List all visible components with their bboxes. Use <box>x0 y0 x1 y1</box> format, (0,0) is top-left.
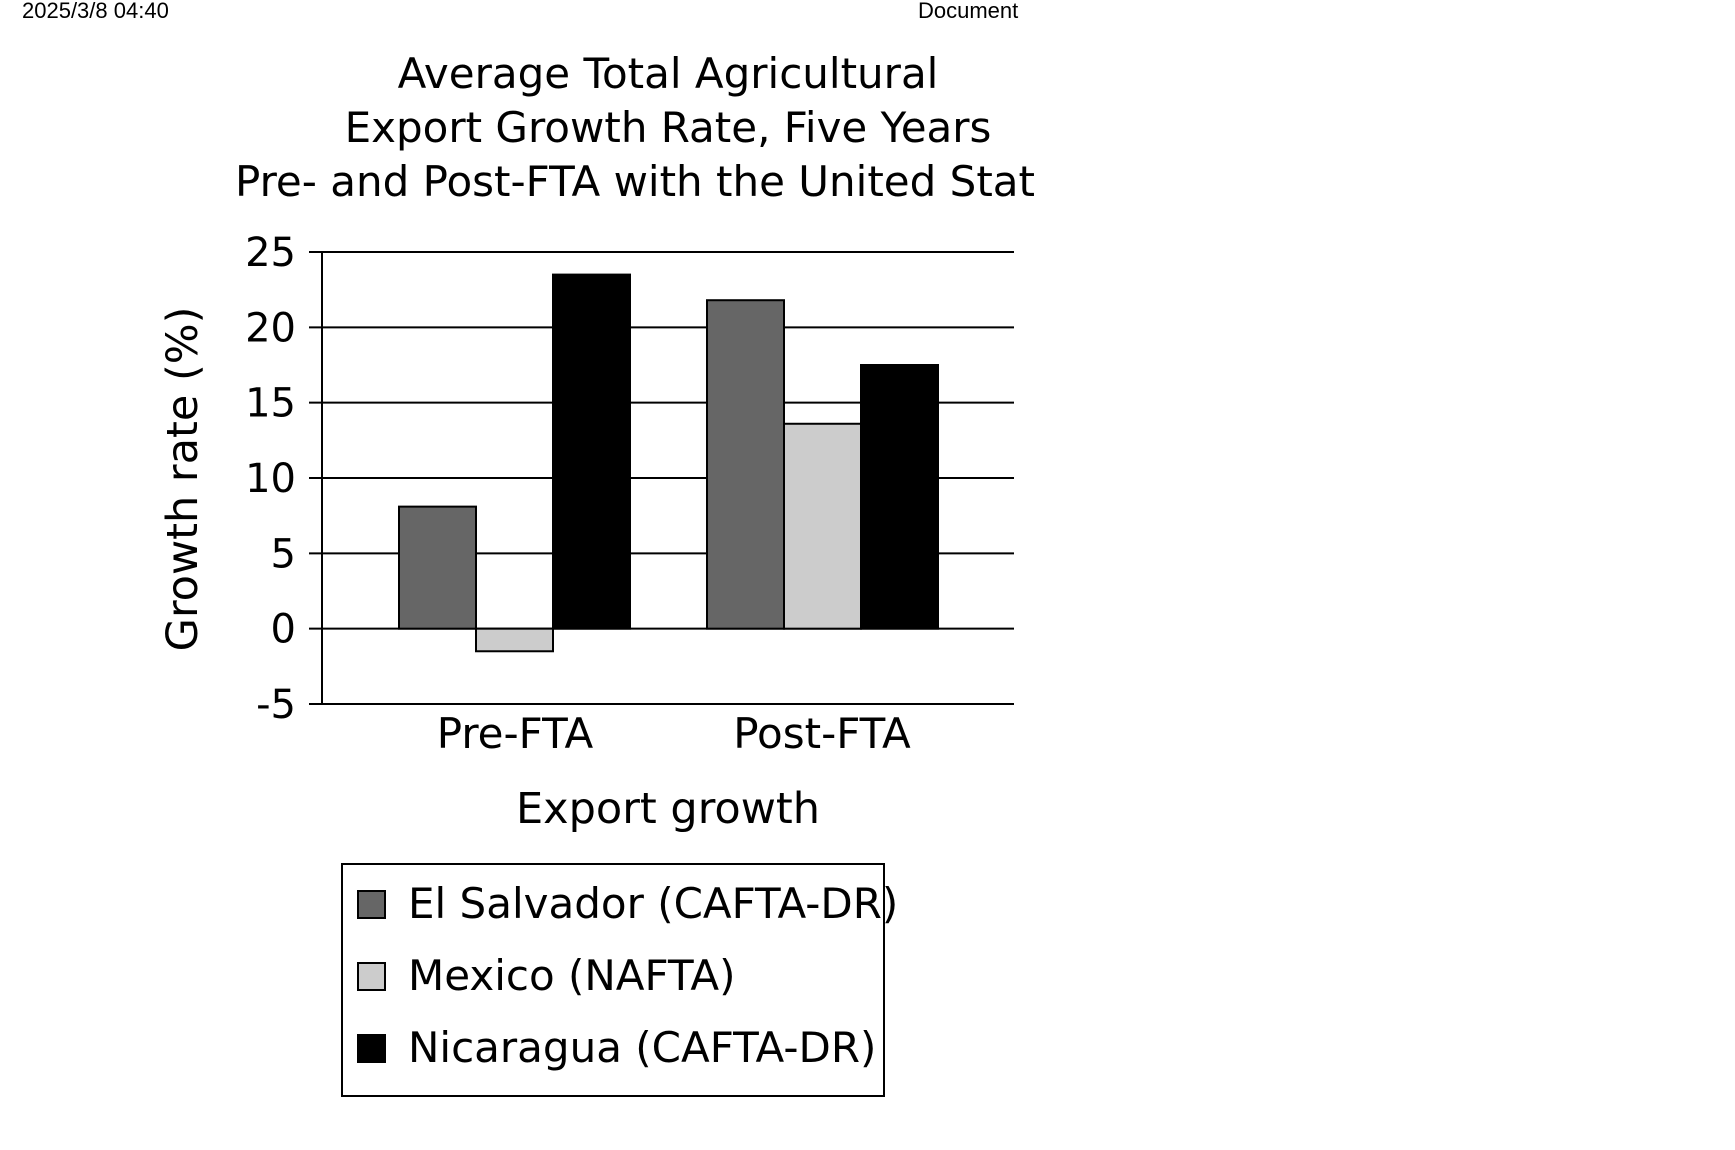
chart-title-line-2: Export Growth Rate, Five Years <box>345 103 992 152</box>
y-axis-ticks: 25 20 15 10 5 0 -5 <box>245 230 296 728</box>
bar-el-salvador-pre-fta <box>398 505 477 630</box>
bar-nicaragua-post-fta <box>860 364 939 630</box>
document-title: Document <box>918 0 1019 23</box>
y-tick-label: 20 <box>245 305 296 351</box>
legend-swatch-nicaragua <box>357 1034 386 1063</box>
x-axis-categories: Pre-FTA Post-FTA <box>437 709 911 758</box>
bar-mexico-pre-fta <box>475 627 554 653</box>
chart-title-line-1: Average Total Agricultural <box>398 49 939 98</box>
y-axis-title: Growth rate (%) <box>158 307 208 652</box>
y-tick-label: -5 <box>256 682 296 728</box>
legend-box <box>341 863 885 1097</box>
legend-swatch-el-salvador <box>357 890 386 919</box>
legend-label-nicaragua: Nicaragua (CAFTA-DR) <box>408 1023 876 1072</box>
y-tick-label: 0 <box>271 607 296 653</box>
chart-title: Average Total Agricultural Export Growth… <box>235 49 1035 206</box>
y-tick-label: 5 <box>271 531 296 577</box>
legend-swatch-mexico <box>357 962 386 991</box>
y-tick-label: 15 <box>245 381 296 427</box>
bar-mexico-post-fta <box>783 422 862 630</box>
legend-label-mexico: Mexico (NAFTA) <box>408 951 735 1000</box>
x-axis-title: Export growth <box>516 784 820 834</box>
bar-nicaragua-pre-fta <box>552 273 631 630</box>
category-label-post-fta: Post-FTA <box>733 709 911 758</box>
timestamp: 2025/3/8 04:40 <box>22 0 169 23</box>
legend-label-el-salvador: El Salvador (CAFTA-DR) <box>408 879 898 928</box>
chart-title-line-3: Pre- and Post-FTA with the United Stat <box>235 157 1035 206</box>
y-tick-label: 25 <box>245 230 296 276</box>
legend: El Salvador (CAFTA-DR) Mexico (NAFTA) Ni… <box>341 863 898 1097</box>
bar-el-salvador-post-fta <box>706 299 785 630</box>
bars <box>398 273 939 653</box>
y-tick-label: 10 <box>245 456 296 502</box>
category-label-pre-fta: Pre-FTA <box>437 709 594 758</box>
